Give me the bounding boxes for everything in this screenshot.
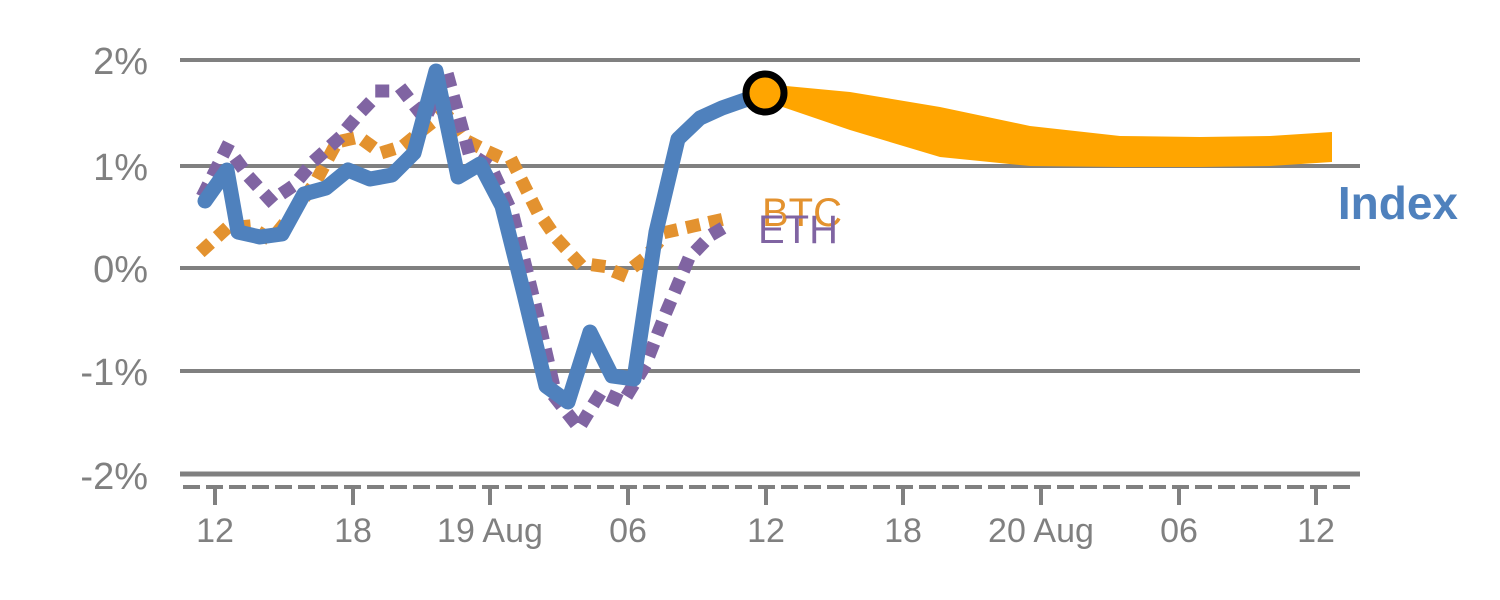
series-label-eth: ETH (758, 208, 838, 252)
series-label-index: Index (1338, 177, 1459, 229)
y-tick-label-3: -1% (80, 352, 148, 394)
y-tick-label-4: -2% (80, 456, 148, 498)
y-tick-label-0: 2% (93, 41, 148, 83)
y-axis-tick-labels: 2% 1% 0% -1% -2% (80, 41, 148, 498)
x-tick-label-8: 12 (1297, 512, 1335, 550)
series-label-btc: BTC (762, 191, 842, 235)
x-tick-label-1: 18 (334, 512, 372, 550)
series-index-group[interactable] (197, 63, 773, 410)
x-axis-major-ticks (213, 487, 1318, 505)
forecast-start-marker-fill (755, 83, 775, 103)
x-tick-label-0: 12 (196, 512, 234, 550)
x-tick-label-3: 06 (609, 512, 647, 550)
series-eth-line[interactable] (196, 54, 742, 440)
x-axis (180, 471, 1360, 505)
x-axis-tick-labels: 12 18 19 Aug 06 12 18 20 Aug 06 12 (196, 512, 1335, 550)
series-index-line[interactable] (197, 63, 773, 410)
y-tick-label-1: 1% (93, 147, 148, 189)
forecast-band-group[interactable] (765, 84, 1332, 167)
series-labels: BTC ETH Index (758, 177, 1458, 252)
x-tick-label-7: 06 (1160, 512, 1198, 550)
x-tick-label-4: 12 (747, 512, 785, 550)
series-eth-group[interactable] (196, 54, 742, 440)
x-tick-label-6: 20 Aug (988, 512, 1094, 550)
x-tick-label-2: 19 Aug (437, 512, 543, 550)
forecast-band-shape[interactable] (765, 84, 1332, 167)
y-tick-label-2: 0% (93, 249, 148, 291)
x-tick-label-5: 18 (884, 512, 922, 550)
forecast-marker[interactable] (742, 70, 788, 116)
